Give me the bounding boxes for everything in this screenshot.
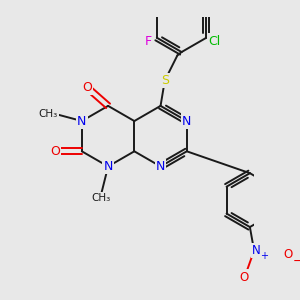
Text: O: O xyxy=(283,248,292,261)
Text: +: + xyxy=(260,251,268,262)
Text: O: O xyxy=(82,81,92,94)
Text: N: N xyxy=(103,160,113,173)
Text: N: N xyxy=(156,160,165,173)
Text: Cl: Cl xyxy=(209,34,221,48)
Text: O: O xyxy=(239,271,249,284)
Text: O: O xyxy=(50,145,60,158)
Text: CH₃: CH₃ xyxy=(92,194,111,203)
Text: N: N xyxy=(252,244,261,257)
Text: S: S xyxy=(161,74,169,87)
Text: N: N xyxy=(77,115,86,128)
Text: −: − xyxy=(292,255,300,268)
Text: F: F xyxy=(145,34,152,48)
Text: CH₃: CH₃ xyxy=(39,109,58,119)
Text: N: N xyxy=(182,115,191,128)
